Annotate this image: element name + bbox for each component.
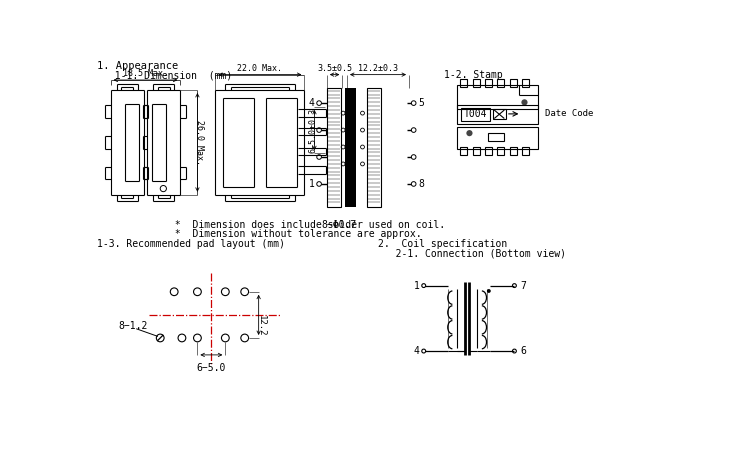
Bar: [488, 133, 504, 141]
Bar: [497, 147, 504, 155]
Bar: [460, 147, 467, 155]
Bar: [485, 147, 492, 155]
Text: 1. Appearance: 1. Appearance: [97, 61, 179, 71]
Bar: [457, 106, 539, 124]
Bar: [345, 88, 356, 207]
Bar: [461, 108, 491, 121]
Text: 2-1. Connection (Bottom view): 2-1. Connection (Bottom view): [378, 248, 566, 258]
Text: 12.2±0.3: 12.2±0.3: [358, 64, 398, 73]
Bar: [510, 79, 517, 87]
Bar: [367, 88, 381, 207]
Circle shape: [466, 130, 472, 136]
Text: 1: 1: [414, 281, 420, 291]
Text: 1-1. Dimension  (mm): 1-1. Dimension (mm): [103, 70, 232, 80]
Bar: [497, 79, 504, 87]
Text: T004: T004: [464, 109, 488, 119]
Text: 2.  Coil specification: 2. Coil specification: [378, 239, 507, 249]
Bar: [327, 88, 341, 207]
Circle shape: [487, 289, 491, 293]
Text: 6: 6: [520, 346, 526, 356]
Bar: [457, 127, 539, 148]
Text: 22.0 Max.: 22.0 Max.: [237, 64, 283, 73]
Bar: [522, 147, 529, 155]
Text: 6−5.0: 6−5.0: [196, 363, 226, 373]
Bar: [472, 147, 480, 155]
Bar: [493, 109, 506, 119]
Text: 6−5.0±0.3: 6−5.0±0.3: [308, 107, 318, 152]
Bar: [522, 79, 529, 87]
Circle shape: [521, 99, 528, 106]
Text: 1-3. Recommended pad layout (mm): 1-3. Recommended pad layout (mm): [97, 239, 285, 249]
Text: 1: 1: [308, 179, 315, 189]
Bar: [485, 79, 492, 87]
Text: 8: 8: [418, 179, 424, 189]
Text: 3.5±0.5: 3.5±0.5: [317, 64, 352, 73]
Bar: [510, 147, 517, 155]
Text: *  Dimension without tolerance are approx.: * Dimension without tolerance are approx…: [169, 228, 421, 238]
Text: 4: 4: [308, 98, 315, 108]
Text: 12.2: 12.2: [256, 315, 266, 336]
Text: *  Dimension does include solder used on coil.: * Dimension does include solder used on …: [169, 220, 445, 230]
Bar: [472, 79, 480, 87]
Text: 1-2. Stamp: 1-2. Stamp: [444, 70, 503, 80]
Text: 26.0 Max.: 26.0 Max.: [195, 120, 204, 165]
Bar: [460, 79, 467, 87]
Text: 8−Φ0.7: 8−Φ0.7: [321, 220, 357, 230]
Bar: [457, 86, 539, 108]
Text: Date Code: Date Code: [545, 109, 593, 118]
Text: 18.5 Max.: 18.5 Max.: [123, 70, 168, 78]
Text: 7: 7: [520, 281, 526, 291]
Text: 8−1.2: 8−1.2: [118, 321, 147, 331]
Text: 5: 5: [418, 98, 424, 108]
Text: 4: 4: [414, 346, 420, 356]
